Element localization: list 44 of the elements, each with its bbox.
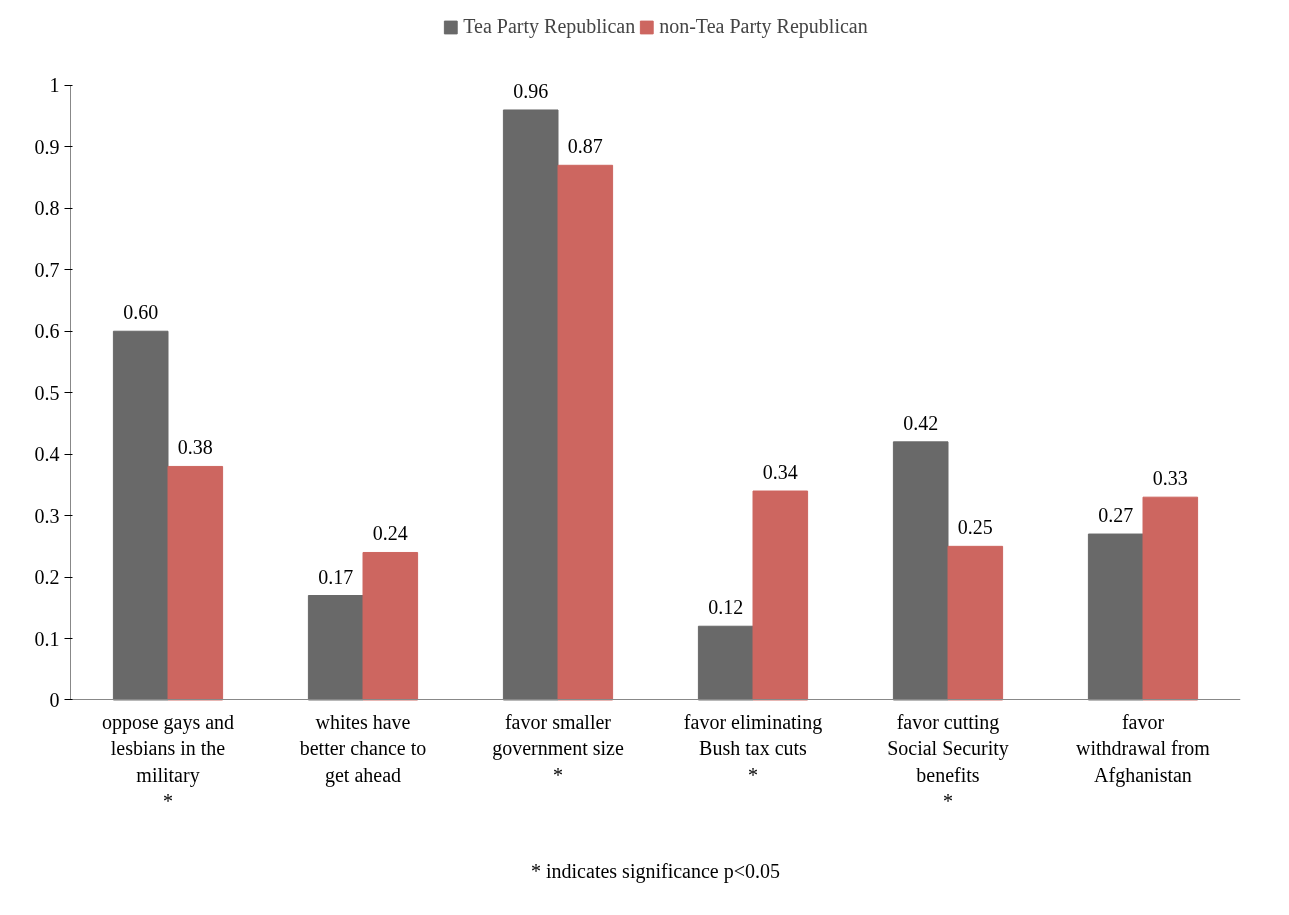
y-tick-label: 0.5 xyxy=(34,381,60,404)
data-label: 0.12 xyxy=(708,596,744,619)
data-label: 0.25 xyxy=(957,516,993,539)
bar xyxy=(1087,533,1144,701)
y-tick-label: 0.6 xyxy=(34,320,60,343)
x-tick-label: favor withdrawal from Afghanistan xyxy=(1076,710,1211,787)
y-tick-label: 0.8 xyxy=(34,197,60,220)
x-tick-label: favor eliminating Bush tax cuts * xyxy=(683,710,823,786)
bar xyxy=(167,465,224,701)
x-tick-label: oppose gays and lesbians in the military * xyxy=(101,710,235,813)
y-tick-label: 0.7 xyxy=(34,258,60,281)
y-tick-label: 0.3 xyxy=(34,504,60,527)
bar xyxy=(502,109,559,701)
bar xyxy=(947,545,1004,701)
bar xyxy=(1142,496,1199,701)
bar xyxy=(307,595,364,701)
x-tick-label: favor smaller government size * xyxy=(492,710,624,786)
data-label: 0.27 xyxy=(1098,504,1134,527)
x-tick-label: favor cutting Social Security benefits * xyxy=(887,710,1009,813)
legend-label: non-Tea Party Republican xyxy=(659,15,868,38)
bar xyxy=(112,330,169,701)
y-tick-label: 0.2 xyxy=(34,566,60,589)
y-tick-label: 0.1 xyxy=(34,627,60,650)
bar xyxy=(557,164,614,701)
data-label: 0.60 xyxy=(123,301,159,324)
data-label: 0.42 xyxy=(903,411,939,434)
data-label: 0.17 xyxy=(318,565,354,588)
data-label: 0.33 xyxy=(1152,467,1188,490)
bar xyxy=(697,625,754,701)
data-label: 0.34 xyxy=(762,461,798,484)
y-tick-label: 1 xyxy=(49,74,60,97)
data-label: 0.38 xyxy=(177,436,213,459)
data-label: 0.87 xyxy=(567,135,603,158)
data-label: 0.24 xyxy=(372,522,408,545)
y-tick-label: 0.9 xyxy=(34,135,60,158)
bar xyxy=(362,551,419,701)
y-tick-label: 0.4 xyxy=(34,443,60,466)
x-tick-label: whites have better chance to get ahead xyxy=(299,710,427,787)
y-tick-label: 0 xyxy=(49,688,60,711)
legend-label: Tea Party Republican xyxy=(463,15,636,38)
text: * indicates significance p<0.05 xyxy=(531,859,780,883)
bar xyxy=(752,490,809,701)
data-label: 0.96 xyxy=(513,79,549,102)
bar xyxy=(892,441,949,701)
